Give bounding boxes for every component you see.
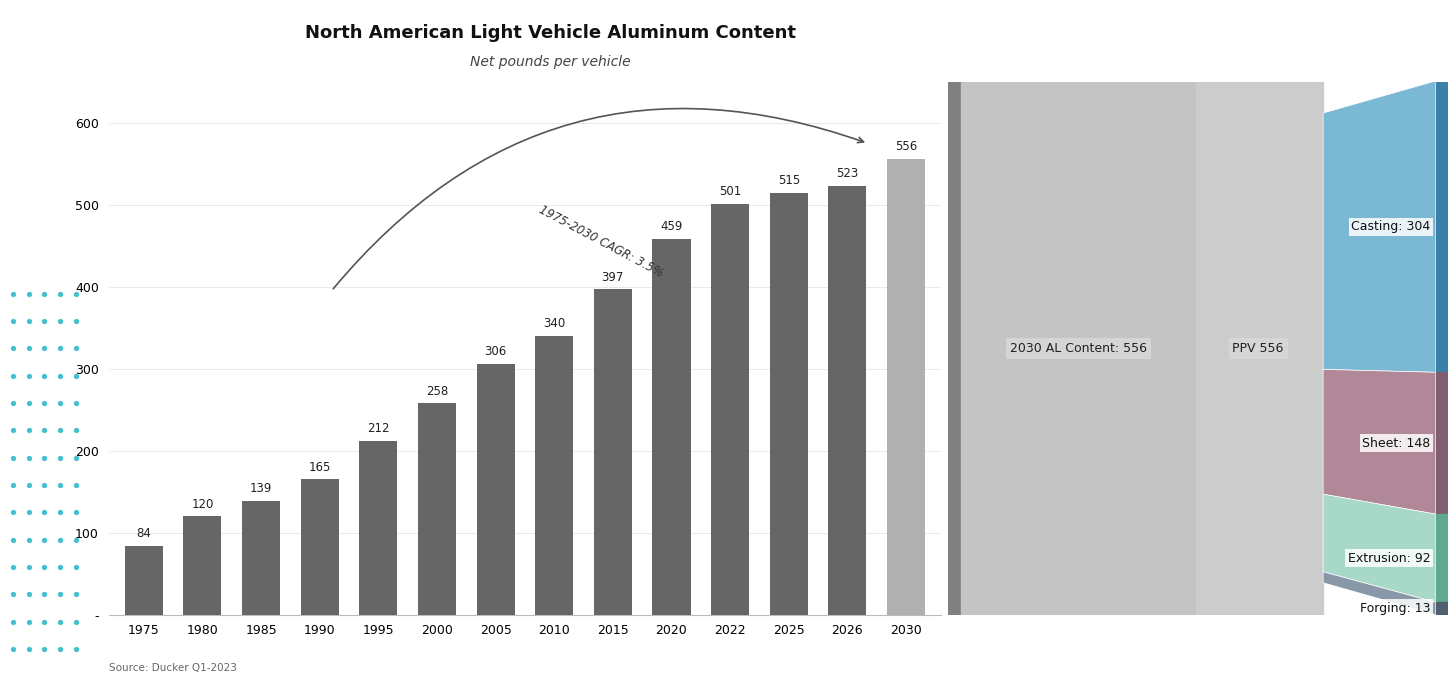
Polygon shape	[1323, 370, 1435, 514]
Text: 459: 459	[660, 220, 682, 233]
Text: 139: 139	[251, 482, 272, 495]
Text: Casting: 304: Casting: 304	[1351, 220, 1431, 233]
Text: 165: 165	[308, 461, 332, 474]
Text: North American Light Vehicle Aluminum Content: North American Light Vehicle Aluminum Co…	[304, 24, 796, 42]
Text: 1975-2030 CAGR: 3.5%: 1975-2030 CAGR: 3.5%	[537, 204, 666, 280]
Bar	[1196, 82, 1323, 615]
Polygon shape	[1323, 81, 1435, 372]
Bar	[828, 186, 866, 615]
Bar	[536, 336, 573, 615]
Text: 2030 AL Content: 556: 2030 AL Content: 556	[1009, 342, 1147, 355]
Text: 523: 523	[837, 167, 859, 180]
Bar	[301, 479, 339, 615]
Text: 84: 84	[136, 527, 151, 540]
Bar	[1435, 514, 1448, 602]
Bar	[770, 193, 808, 615]
Text: 212: 212	[366, 422, 390, 435]
Text: 515: 515	[778, 174, 799, 187]
Text: Extrusion: 92: Extrusion: 92	[1348, 552, 1431, 565]
Bar	[888, 159, 925, 615]
Bar	[359, 441, 397, 615]
Text: Source: Ducker Q1-2023: Source: Ducker Q1-2023	[109, 663, 236, 673]
Text: Sheet: 148: Sheet: 148	[1363, 436, 1431, 449]
Text: 120: 120	[191, 498, 214, 511]
Bar	[184, 516, 222, 615]
Text: Forging: 13: Forging: 13	[1360, 602, 1431, 615]
Bar	[594, 290, 631, 615]
Bar	[711, 204, 749, 615]
Bar	[1435, 602, 1448, 615]
Polygon shape	[1323, 572, 1435, 615]
Bar	[948, 82, 961, 615]
Bar	[1435, 372, 1448, 514]
Bar	[242, 501, 279, 615]
Bar	[1435, 81, 1448, 372]
Text: 306: 306	[485, 345, 507, 358]
Polygon shape	[1323, 494, 1435, 602]
Text: PPV 556: PPV 556	[1232, 342, 1284, 355]
Text: 501: 501	[720, 185, 741, 198]
Bar	[476, 364, 514, 615]
Bar	[653, 238, 691, 615]
Bar	[125, 546, 162, 615]
Text: 258: 258	[426, 385, 447, 398]
Text: Net pounds per vehicle: Net pounds per vehicle	[471, 55, 630, 68]
Text: 397: 397	[602, 270, 624, 283]
Bar	[961, 82, 1196, 615]
Bar	[418, 403, 456, 615]
Text: 556: 556	[895, 140, 917, 153]
Text: 340: 340	[543, 318, 565, 331]
